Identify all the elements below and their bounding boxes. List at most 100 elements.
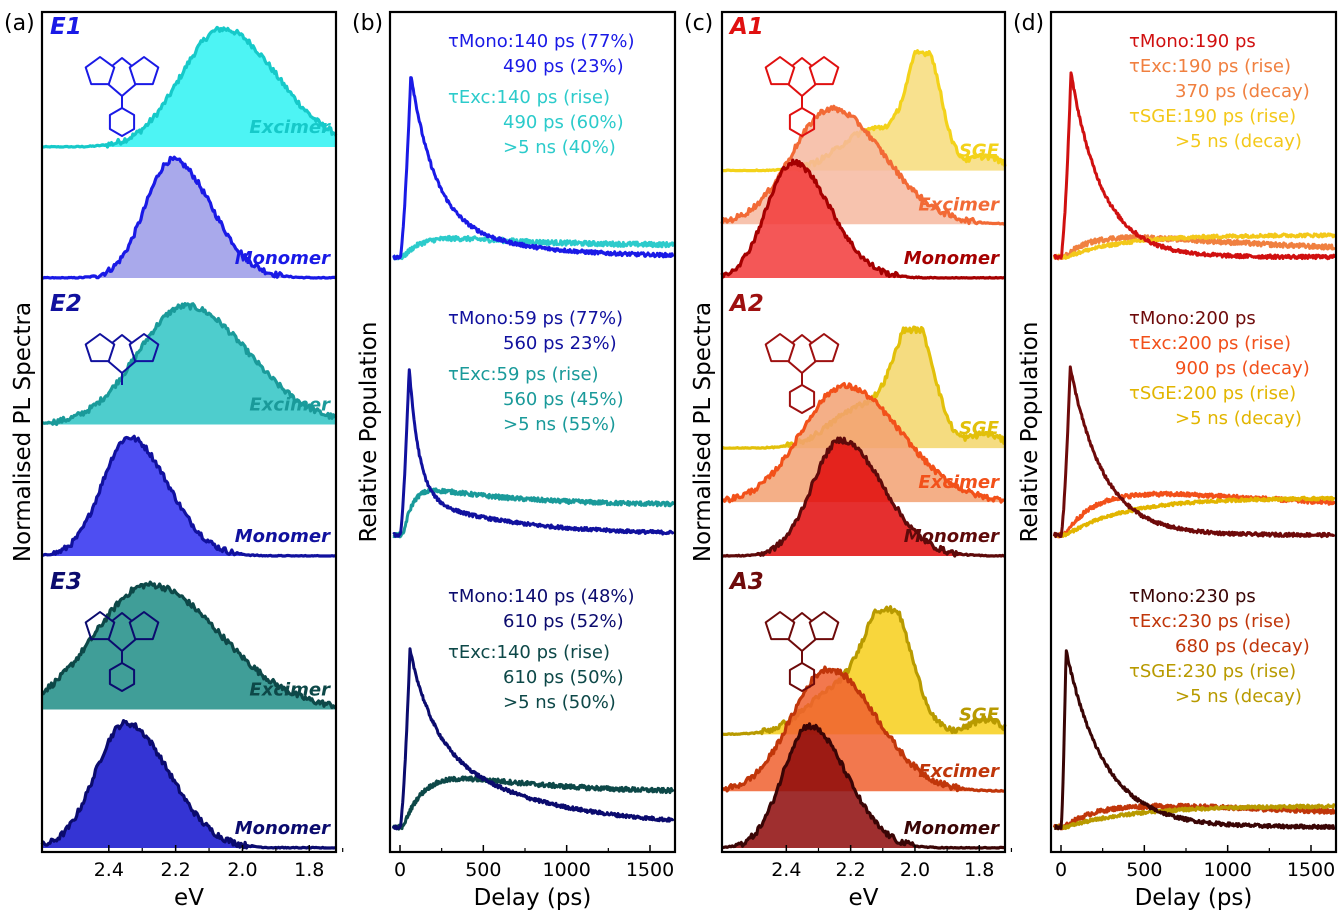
annotation-monomer: τMono:59 ps (77%): [448, 308, 623, 329]
molecule-structure-icon: [764, 611, 840, 692]
panel-frame: [40, 10, 338, 854]
spectrum-line-monomer: [41, 434, 337, 558]
spectrum-line-monomer: [41, 155, 337, 280]
spectrum-fill-monomer: [722, 160, 1005, 278]
kinetic-trace-monomer: [1052, 365, 1336, 539]
annotation-excimer: 680 ps (decay): [1175, 636, 1310, 657]
annotation-excimer: >5 ns (55%): [503, 414, 616, 435]
sample-label: A1: [728, 14, 764, 40]
spectrum-line-excimer: [721, 382, 1006, 504]
x-tick-label: 2.4: [771, 859, 801, 881]
data-layer: [40, 25, 1336, 850]
curve-label-excimer: Excimer: [249, 117, 331, 138]
x-axis-title: eV: [174, 885, 204, 911]
spectrum-line-monomer: [721, 436, 1006, 558]
annotation-monomer: 610 ps (52%): [503, 611, 624, 632]
spectrum-line-excimer: [721, 665, 1006, 793]
annotation-sge: τSGE:200 ps (rise): [1129, 383, 1296, 404]
panel-frame: [1049, 10, 1338, 854]
molecule-structure-icon: [764, 333, 840, 414]
spectrum-line-monomer: [720, 158, 1006, 280]
kinetic-trace-monomer: [1053, 649, 1336, 831]
spectrum-line-sge: [721, 605, 1007, 736]
spectrum-fill-monomer: [42, 720, 336, 848]
annotation-excimer: >5 ns (50%): [503, 692, 616, 713]
x-tick-label: 500: [465, 859, 501, 881]
annotation-sge: τSGE:190 ps (rise): [1129, 106, 1296, 127]
x-tick-label: 1000: [542, 859, 590, 881]
annotation-sge: >5 ns (decay): [1175, 131, 1302, 152]
kinetic-trace-monomer: [1053, 71, 1336, 261]
y-axis-title: Normalised PL Spectra: [10, 302, 36, 562]
annotation-excimer: τExc:200 ps (rise): [1129, 333, 1291, 354]
panel-frame: [388, 10, 677, 854]
spectrum-fill-excimer: [42, 303, 336, 425]
sample-label: A3: [728, 569, 764, 595]
curve-label-sge: SGE: [959, 704, 1000, 725]
x-tick-label: 500: [1126, 859, 1162, 881]
spectrum-fill-sge: [722, 50, 1005, 171]
spectrum-fill-monomer: [42, 157, 336, 278]
kinetic-trace-excimer: [1052, 233, 1336, 261]
molecule-structure-icon: [84, 56, 160, 137]
annotation-monomer: τMono:140 ps (48%): [448, 586, 635, 607]
annotation-excimer: τExc:59 ps (rise): [448, 364, 599, 385]
kinetic-trace-excimer: [392, 234, 675, 261]
sample-label: E2: [50, 291, 82, 317]
x-tick-label: 1.8: [294, 859, 324, 881]
annotation-excimer: τExc:190 ps (rise): [1129, 56, 1291, 77]
annotation-monomer: τMono:200 ps: [1129, 308, 1256, 329]
x-tick-label: 0: [394, 859, 406, 881]
panel-tag: (d): [1013, 11, 1044, 36]
y-axis-title: Relative Population: [356, 322, 382, 543]
annotation-sge: >5 ns (decay): [1175, 686, 1302, 707]
spectrum-line-excimer: [41, 25, 338, 149]
spectrum-fill-sge: [722, 327, 1005, 449]
sample-label: E3: [50, 569, 82, 595]
kinetic-trace-excimer: [392, 487, 675, 539]
panel-frame: [720, 10, 1007, 854]
annotation-excimer: 610 ps (50%): [503, 667, 624, 688]
panel-tag: (b): [352, 11, 383, 36]
curve-label-monomer: Monomer: [904, 526, 1000, 547]
x-axis-title: Delay (ps): [1135, 885, 1253, 911]
sample-label: A2: [728, 291, 764, 317]
kinetic-trace-monomer: [392, 76, 675, 261]
kinetic-trace-sge: [1053, 803, 1336, 831]
kinetic-trace-excimer: [391, 775, 675, 831]
x-tick-label: 1.8: [964, 859, 994, 881]
annotation-sge: >5 ns (decay): [1175, 408, 1302, 429]
annotation-excimer: τExc:230 ps (rise): [1129, 611, 1291, 632]
annotation-sge: τSGE:230 ps (rise): [1129, 661, 1296, 682]
curve-label-monomer: Monomer: [235, 248, 331, 269]
annotation-excimer: 900 ps (decay): [1175, 358, 1310, 379]
frames-layer: [40, 10, 1338, 854]
x-tick-label: 2.4: [94, 859, 124, 881]
annotation-monomer: τMono:230 ps: [1129, 586, 1256, 607]
x-tick-label: 2.0: [900, 859, 930, 881]
spectrum-fill-monomer: [722, 723, 1005, 848]
molecule-structure-icon: [764, 56, 840, 137]
annotation-monomer: τMono:140 ps (77%): [448, 31, 635, 52]
x-tick-label: 2.2: [836, 859, 866, 881]
curve-label-excimer: Excimer: [249, 395, 331, 416]
text-layer: Excimer Monomer E1 Excimer Monomer E2 Excimer M…: [4, 11, 1335, 911]
x-tick-label: 1500: [626, 859, 674, 881]
x-tick-label: 1000: [1203, 859, 1251, 881]
annotation-monomer: 560 ps 23%): [503, 333, 617, 354]
curve-label-monomer: Monomer: [904, 248, 1000, 269]
curve-label-monomer: Monomer: [235, 818, 331, 839]
annotation-excimer: τExc:140 ps (rise): [448, 642, 610, 663]
curve-label-sge: SGE: [959, 418, 1000, 439]
kinetic-trace-excimer: [1052, 802, 1336, 831]
curve-label-monomer: Monomer: [904, 818, 1000, 839]
molecule-structure-icon: [84, 611, 160, 692]
kinetic-trace-sge: [1052, 495, 1336, 538]
annotation-excimer: 370 ps (decay): [1175, 81, 1310, 102]
x-tick-label: 0: [1055, 859, 1067, 881]
x-axis-title: eV: [849, 885, 879, 911]
x-tick-label: 2.2: [161, 859, 191, 881]
curve-label-excimer: Excimer: [918, 761, 1000, 782]
panel-tag: (a): [4, 11, 35, 36]
